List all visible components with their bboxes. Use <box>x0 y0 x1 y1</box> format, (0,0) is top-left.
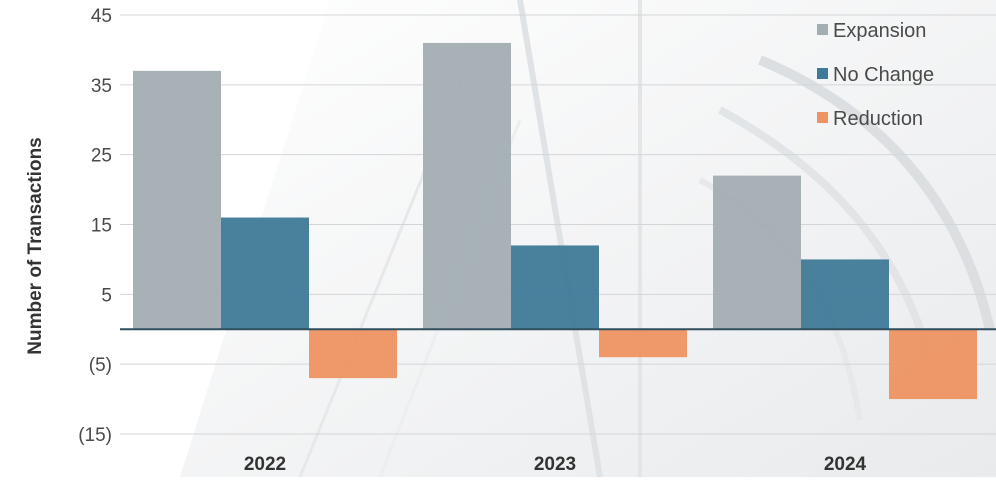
legend-swatch-expansion <box>817 24 828 35</box>
legend: Expansion No Change Reduction <box>817 20 934 130</box>
bar-expansion-2024 <box>713 175 801 330</box>
x-axis-categories: 2022 2023 2024 <box>244 454 867 475</box>
x-category-label: 2024 <box>824 454 867 475</box>
x-category-label: 2023 <box>534 454 576 475</box>
y-tick-label: (5) <box>89 355 112 376</box>
legend-swatch-no-change <box>817 68 828 79</box>
y-tick-label: (15) <box>78 425 112 446</box>
bar-no-change-2024 <box>801 259 889 330</box>
legend-label: No Change <box>833 64 934 86</box>
bar-no-change-2022 <box>221 217 309 330</box>
y-tick-label: 25 <box>91 146 112 167</box>
y-tick-label: 45 <box>91 6 112 27</box>
y-axis-ticks: 45 35 25 15 5 (5) (15) <box>78 6 112 446</box>
bar-reduction-2024 <box>889 329 977 400</box>
bars <box>133 42 977 400</box>
y-tick-label: 35 <box>91 76 112 97</box>
y-axis-title: Number of Transactions <box>25 137 46 355</box>
bar-reduction-2022 <box>309 329 397 379</box>
legend-swatch-reduction <box>817 112 828 123</box>
x-category-label: 2022 <box>244 454 286 475</box>
legend-label: Reduction <box>833 108 923 130</box>
bar-expansion-2022 <box>133 70 221 330</box>
y-tick-label: 5 <box>101 285 112 306</box>
y-tick-label: 15 <box>91 216 112 237</box>
bar-no-change-2023 <box>511 245 599 330</box>
legend-label: Expansion <box>833 20 926 42</box>
bar-expansion-2023 <box>423 42 511 330</box>
bar-reduction-2023 <box>599 329 687 358</box>
